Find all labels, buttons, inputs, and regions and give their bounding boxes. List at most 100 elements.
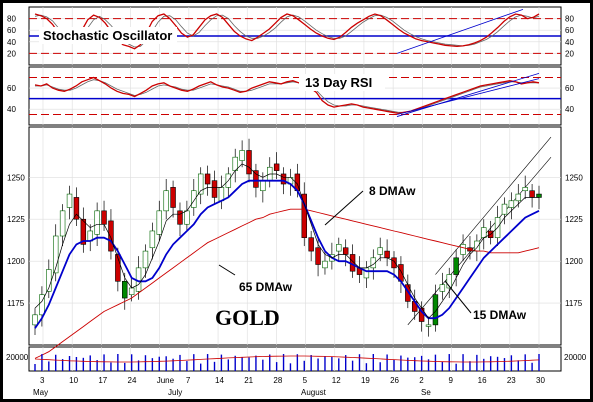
stoch-title: Stochastic Oscillator: [43, 28, 172, 43]
candle-body-17: [149, 230, 156, 249]
stoch-tick-left-0: 20: [7, 49, 16, 58]
x-tick-8: 28: [273, 376, 282, 385]
candle-body-33: [260, 180, 266, 192]
candle-body-10: [101, 210, 107, 225]
candle-body-26: [211, 180, 218, 198]
volume-label-left: 20000: [6, 353, 29, 362]
rsi-tick-left-0: 40: [7, 105, 16, 114]
candle-body-13: [122, 280, 128, 299]
candle-body-71: [522, 187, 528, 192]
candle-body-48: [363, 267, 370, 279]
candle-body-70: [515, 193, 522, 202]
candle-body-7: [80, 218, 87, 245]
rsi-tick-right-0: 40: [565, 105, 574, 114]
volume-avg-line: [34, 355, 540, 363]
rsi-lines: [34, 72, 540, 117]
annotation-8dma-line: [324, 190, 364, 226]
x-tick-11: 19: [361, 376, 370, 385]
price-tick-left-0: 1175: [7, 299, 25, 308]
candle-body-39: [301, 193, 307, 238]
candle-body-45: [342, 247, 349, 255]
candle-body-0: [32, 314, 38, 326]
annotation-65dma: 65 DMAw: [239, 280, 293, 294]
tick-labels: 3 10 17 24 June 7 14 21 28 5 12 19 26 2 9 16 23 30 May July…: [7, 15, 583, 397]
reference-lines: [29, 18, 561, 115]
candle-body-44: [336, 244, 342, 252]
rsi-trendline-2: [396, 78, 540, 115]
rsi-line-0: [35, 79, 539, 113]
x-tick-1: 10: [69, 376, 78, 385]
x-tick-16: 23: [507, 376, 516, 385]
candle-body-21: [177, 210, 183, 225]
candle-body-6: [73, 197, 80, 220]
x-tick-12: 26: [390, 376, 399, 385]
candle-body-25: [204, 173, 211, 185]
candle-body-23: [191, 190, 197, 208]
annotation-65dma-line: [218, 264, 236, 276]
price-tick-left-2: 1225: [7, 215, 25, 224]
candle-body-49: [370, 257, 377, 269]
rsi-title-bg: [299, 74, 385, 91]
volume-label-right: 20000: [564, 353, 587, 362]
volume-bars: [34, 354, 540, 371]
candle-body-3: [52, 235, 59, 274]
gold-label: GOLD: [215, 305, 280, 330]
candle-body-30: [239, 150, 245, 161]
rsi-line-1: [34, 76, 540, 115]
month-label-3: Se: [421, 388, 431, 397]
x-tick-7: 21: [244, 376, 253, 385]
candle-body-69: [508, 200, 515, 208]
stoch-tick-left-1: 40: [7, 38, 16, 47]
stoch-tick-left-3: 80: [7, 15, 16, 24]
channel-upper: [435, 136, 552, 275]
price-tick-left-1: 1200: [7, 257, 25, 266]
month-label-0: May: [33, 388, 48, 397]
candle-body-58: [432, 294, 439, 326]
volume-panel: [28, 346, 562, 372]
stoch-tick-right-0: 20: [565, 49, 574, 58]
annotation-15dma-line: [444, 280, 472, 314]
candle-body-73: [536, 193, 542, 198]
candle-body-18: [156, 210, 162, 235]
rsi-panel: [28, 66, 562, 126]
candle-body-68: [501, 203, 508, 215]
x-tick-9: 5: [303, 376, 308, 385]
x-tick-15: 16: [478, 376, 487, 385]
month-label-1: July: [168, 388, 182, 397]
candle-body-16: [142, 250, 149, 269]
candle-body-62: [460, 244, 466, 255]
price-tick-left-3: 1250: [7, 173, 25, 182]
ma-line-0: [34, 208, 540, 359]
price-tick-right-3: 1250: [565, 173, 583, 182]
candle-body-51: [384, 250, 390, 259]
stoch-tick-left-2: 60: [7, 26, 16, 35]
candle-body-9: [94, 210, 100, 235]
candle-body-4: [59, 210, 66, 237]
candle-body-32: [253, 170, 259, 188]
x-tick-4: June: [157, 376, 175, 385]
candle-body-20: [170, 187, 176, 208]
price-tick-right-1: 1200: [565, 257, 583, 266]
candle-body-31: [246, 150, 252, 175]
rsi-tick-left-1: 60: [7, 84, 16, 93]
stoch-trendline: [396, 8, 524, 54]
x-tick-2: 17: [98, 376, 107, 385]
candle-body-61: [453, 257, 459, 275]
candle-body-11: [108, 220, 114, 252]
rsi-tick-right-1: 60: [565, 84, 574, 93]
candle-body-60: [446, 274, 452, 289]
x-tick-0: 3: [40, 376, 45, 385]
x-tick-10: 12: [332, 376, 341, 385]
candle-body-1: [39, 294, 45, 316]
candle-body-72: [529, 190, 535, 198]
candle-body-50: [377, 247, 383, 255]
x-tick-5: 7: [186, 376, 191, 385]
candle-body-52: [391, 257, 397, 269]
candle-body-24: [197, 173, 204, 195]
moving-averages: [34, 163, 540, 359]
rsi-trendline-1: [396, 72, 540, 117]
candle-body-19: [163, 190, 169, 212]
x-tick-13: 2: [419, 376, 424, 385]
stoch-tick-right-2: 60: [565, 26, 574, 35]
